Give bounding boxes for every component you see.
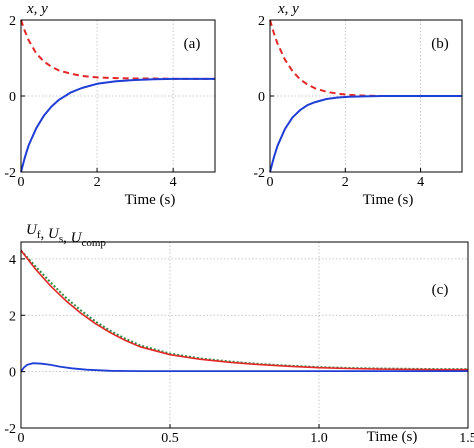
y-tick-label: 2 <box>9 14 16 29</box>
y-tick-label: 2 <box>9 309 16 324</box>
x-tick-label: 4 <box>417 175 424 190</box>
series-line-0 <box>269 19 462 97</box>
series-line-0 <box>20 249 468 371</box>
y-tick-label: -2 <box>4 422 16 437</box>
series-line-1 <box>20 250 468 371</box>
x-tick-label: 0 <box>18 175 25 190</box>
x-tick-label: 1.5 <box>459 431 474 446</box>
y-tick-label: -2 <box>253 166 265 181</box>
y-tick-label: 0 <box>258 90 265 105</box>
x-axis-label: Time (s) <box>125 192 176 208</box>
y-axis-label: Uf, Us, Ucomp <box>26 222 106 249</box>
x-tick-label: 0 <box>267 175 274 190</box>
series-line-1 <box>20 77 215 173</box>
x-tick-label: 0.5 <box>161 431 179 446</box>
x-tick-label: 2 <box>342 175 349 190</box>
series-line-1 <box>269 95 462 173</box>
y-axis-label: x, y <box>26 1 48 17</box>
series-line-2 <box>20 362 468 373</box>
x-axis-label: Time (s) <box>367 429 418 445</box>
panel-label: (b) <box>431 36 449 52</box>
y-tick-label: 0 <box>9 90 16 105</box>
x-tick-label: 4 <box>170 175 177 190</box>
y-tick-label: 2 <box>258 14 265 29</box>
y-tick-label: 0 <box>9 366 16 381</box>
x-axis-label: Time (s) <box>363 192 414 208</box>
y-axis-label: x, y <box>277 1 299 17</box>
plot-frame <box>20 241 469 429</box>
x-tick-label: 0 <box>18 431 25 446</box>
y-tick-label: 4 <box>9 253 16 268</box>
panel-label: (a) <box>184 36 201 52</box>
x-tick-label: 1.0 <box>310 431 328 446</box>
y-tick-label: -2 <box>4 166 16 181</box>
x-tick-label: 2 <box>94 175 101 190</box>
panel-label: (c) <box>432 282 449 298</box>
